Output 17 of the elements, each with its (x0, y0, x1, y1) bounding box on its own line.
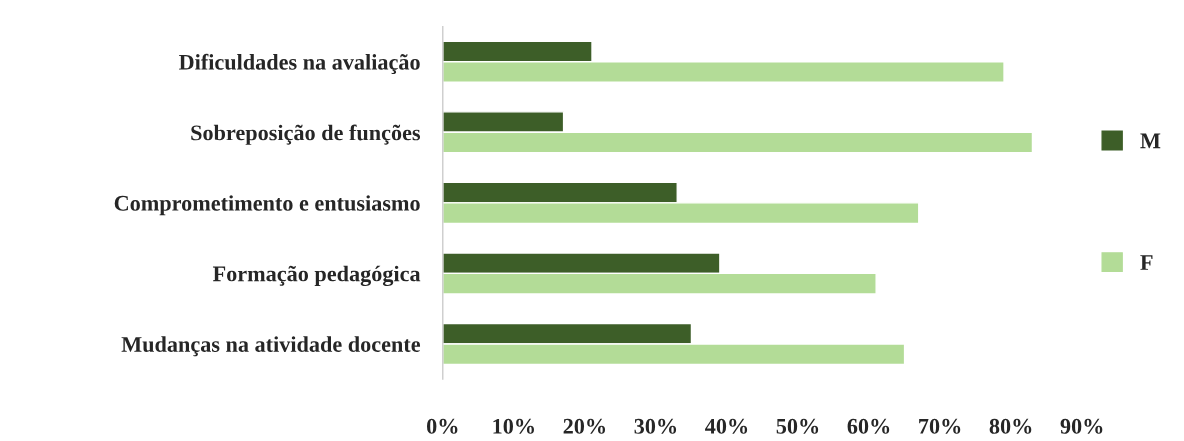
y-tick-label: Mudanças na atividade docente (121, 336, 421, 357)
x-tick-label: 0% (427, 418, 458, 434)
x-tick-label: 10% (493, 418, 534, 434)
x-tick-label: 90% (1060, 418, 1103, 434)
legend-label: F (1140, 255, 1153, 270)
x-tick-label: 50% (776, 418, 819, 434)
legend-label: M (1140, 133, 1161, 149)
y-tick-label: Formação pedagógica (212, 265, 421, 287)
x-tick-label: 20% (563, 418, 606, 434)
x-tick-label: 40% (705, 418, 748, 434)
y-tick-label: Sobreposição de funções (191, 124, 421, 145)
x-tick-label: 60% (847, 418, 890, 434)
y-tick-label: Comprometimento e entusiasmo (114, 195, 420, 216)
x-tick-label: 30% (634, 418, 677, 434)
x-tick-label: 70% (919, 418, 961, 434)
x-tick-label: 80% (989, 418, 1032, 434)
y-tick-label: Dificuldades na avaliação (179, 53, 420, 75)
